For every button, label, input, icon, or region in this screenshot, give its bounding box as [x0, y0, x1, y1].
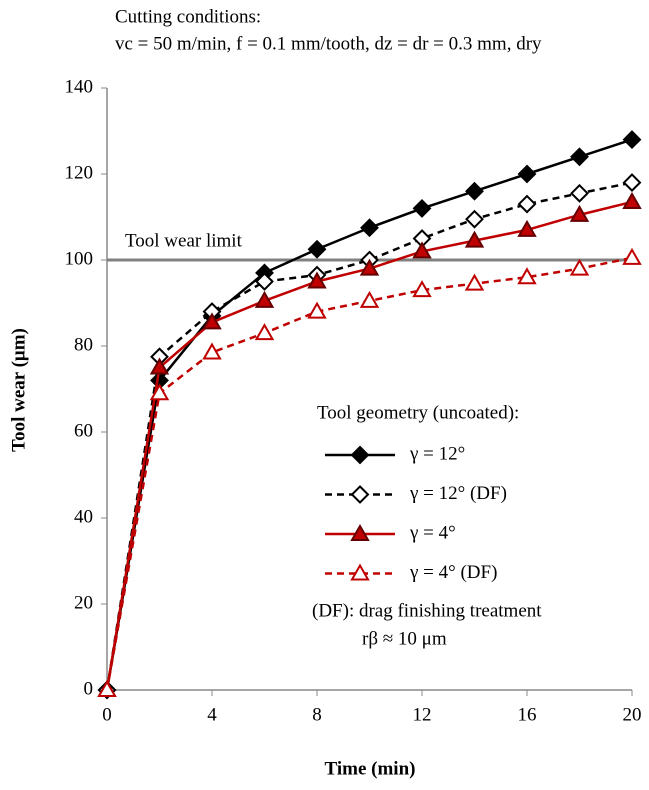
marker — [254, 290, 275, 308]
marker — [517, 219, 537, 237]
marker — [570, 147, 589, 167]
marker — [97, 679, 117, 697]
y-tick-label: 80 — [74, 334, 93, 355]
marker — [307, 271, 327, 289]
x-tick-label: 8 — [312, 704, 322, 725]
marker — [570, 183, 589, 203]
marker — [464, 273, 485, 291]
y-axis-label: Tool wear (μm) — [8, 328, 29, 452]
x-tick-label: 4 — [207, 704, 217, 725]
x-tick-label: 20 — [623, 704, 642, 725]
marker — [149, 383, 170, 401]
legend-label: γ = 4° (DF) — [409, 562, 497, 583]
x-axis-label: Time (min) — [325, 758, 416, 779]
marker — [569, 204, 590, 222]
legend-label: γ = 12° — [409, 443, 465, 464]
x-tick-label: 0 — [102, 704, 112, 725]
marker — [255, 272, 274, 291]
legend-marker — [350, 523, 370, 541]
marker — [307, 301, 327, 319]
x-tick-label: 16 — [518, 704, 537, 725]
marker — [622, 247, 642, 265]
marker — [622, 173, 642, 193]
marker — [202, 312, 222, 330]
reference-label: Tool wear limit — [125, 230, 243, 251]
marker — [464, 230, 485, 248]
legend-label: γ = 4° — [409, 522, 456, 543]
x-tick-label: 12 — [413, 704, 432, 725]
series-line — [105, 256, 633, 691]
marker — [202, 342, 222, 360]
y-tick-label: 20 — [74, 592, 93, 613]
legend-label: γ = 12° (DF) — [409, 483, 507, 504]
marker — [517, 164, 537, 184]
marker — [569, 258, 590, 276]
chart-subtitle: vc = 50 m/min, f = 0.1 mm/tooth, dz = dr… — [115, 33, 542, 54]
marker — [465, 209, 484, 229]
legend-marker — [350, 485, 370, 504]
note: (DF): drag finishing treatment — [312, 600, 542, 621]
marker — [149, 357, 170, 375]
marker — [517, 267, 537, 285]
y-tick-label: 40 — [74, 506, 93, 527]
marker — [465, 181, 484, 201]
marker — [359, 258, 380, 276]
y-tick-label: 120 — [65, 162, 94, 183]
note: rβ ≈ 10 μm — [362, 628, 447, 649]
chart-title: Cutting conditions: — [115, 6, 261, 27]
marker — [360, 218, 379, 238]
y-tick-label: 100 — [65, 248, 94, 269]
marker — [517, 194, 537, 214]
marker — [254, 323, 275, 341]
legend-marker — [350, 563, 370, 581]
series-line — [105, 181, 633, 691]
marker — [412, 198, 432, 218]
marker — [359, 290, 380, 308]
marker — [412, 241, 432, 259]
marker — [622, 191, 642, 209]
marker — [412, 280, 432, 298]
marker — [307, 239, 327, 259]
marker — [622, 130, 642, 150]
legend-marker — [350, 445, 370, 465]
y-tick-label: 0 — [84, 678, 94, 699]
y-tick-label: 60 — [74, 420, 93, 441]
legend-title: Tool geometry (uncoated): — [317, 402, 519, 423]
y-tick-label: 140 — [65, 76, 94, 97]
